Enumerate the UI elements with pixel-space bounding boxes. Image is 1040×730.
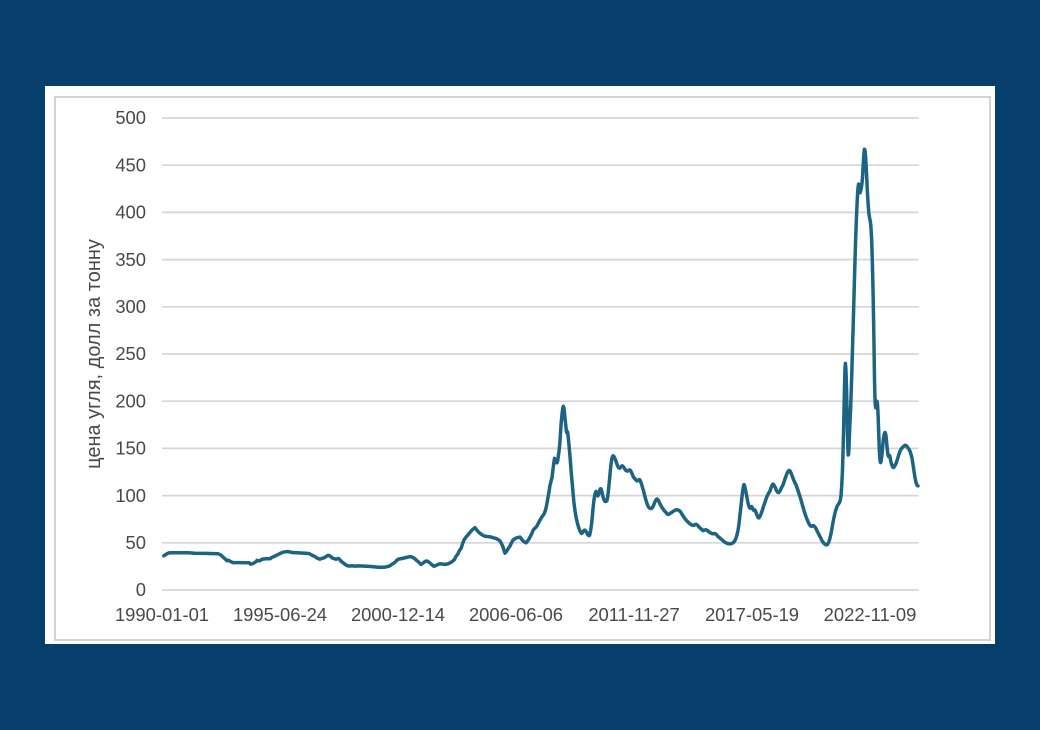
svg-text:350: 350 bbox=[115, 249, 146, 270]
svg-text:0: 0 bbox=[136, 579, 146, 600]
svg-text:цена угля, долл за тонну: цена угля, долл за тонну bbox=[83, 239, 105, 469]
svg-text:2011-11-27: 2011-11-27 bbox=[588, 604, 679, 625]
svg-text:2022-11-09: 2022-11-09 bbox=[824, 604, 917, 625]
svg-text:200: 200 bbox=[115, 390, 146, 411]
svg-text:2006-06-06: 2006-06-06 bbox=[469, 604, 563, 625]
svg-text:150: 150 bbox=[115, 438, 146, 459]
svg-text:500: 500 bbox=[115, 107, 146, 128]
svg-text:400: 400 bbox=[115, 202, 146, 223]
svg-text:50: 50 bbox=[126, 532, 146, 553]
svg-text:100: 100 bbox=[115, 485, 146, 506]
svg-text:300: 300 bbox=[115, 296, 146, 317]
svg-text:250: 250 bbox=[115, 343, 146, 364]
svg-text:2000-12-14: 2000-12-14 bbox=[351, 604, 445, 625]
svg-text:450: 450 bbox=[115, 154, 146, 175]
svg-text:1995-06-24: 1995-06-24 bbox=[233, 604, 327, 625]
svg-text:2017-05-19: 2017-05-19 bbox=[705, 604, 799, 625]
svg-text:1990-01-01: 1990-01-01 bbox=[115, 604, 209, 625]
